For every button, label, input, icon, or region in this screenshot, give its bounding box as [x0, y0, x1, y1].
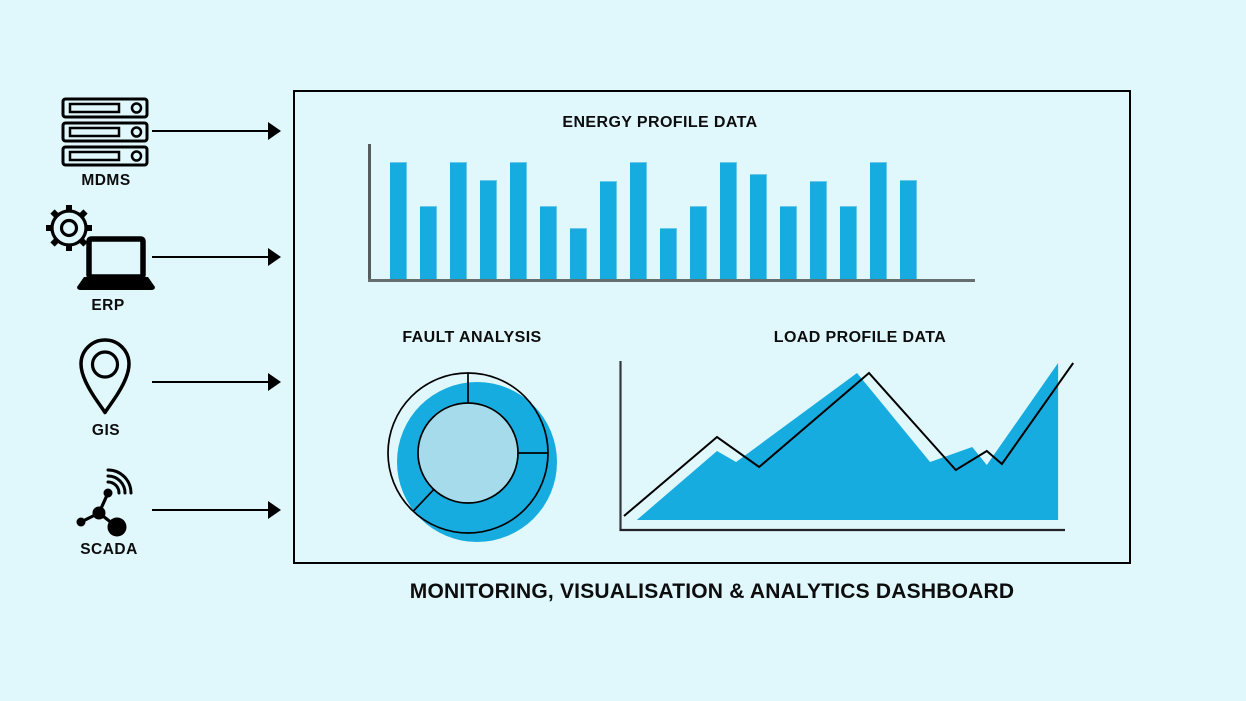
load-area [636, 363, 1059, 520]
fault-analysis-chart-title: FAULT ANALYSIS [402, 329, 542, 346]
dashboard-panel [293, 90, 1131, 564]
bar [420, 206, 437, 279]
energy-profile-bar-chart [368, 144, 975, 282]
bar [780, 206, 797, 279]
load-profile-chart-title: LOAD PROFILE DATA [773, 329, 947, 346]
bar [540, 206, 557, 279]
load-profile-area-chart [619, 361, 1075, 532]
bar [450, 162, 467, 279]
bar [900, 180, 917, 279]
network-signal-icon [76, 468, 133, 537]
arrow-scada-to-dashboard [152, 501, 281, 519]
arrow-shaft [152, 129, 270, 133]
arrow-head-icon [268, 373, 281, 391]
bar [630, 162, 647, 279]
bar [750, 174, 767, 279]
gear-laptop-icon [46, 205, 155, 290]
bar-row [390, 162, 917, 279]
bar [690, 206, 707, 279]
arrow-gis-to-dashboard [152, 373, 281, 391]
load-line [623, 362, 1075, 517]
bar [570, 228, 587, 279]
bar [600, 181, 617, 279]
map-pin-icon [79, 338, 131, 415]
arrow-shaft [152, 380, 270, 384]
arrow-head-icon [268, 501, 281, 519]
bar [720, 162, 737, 279]
bar [810, 181, 827, 279]
bar [510, 162, 527, 279]
bar [840, 206, 857, 279]
donut-segment-divider [412, 488, 435, 512]
arrow-shaft [152, 508, 270, 512]
bar [390, 162, 407, 279]
source-label-scada: SCADA [80, 541, 138, 558]
bar [870, 162, 887, 279]
source-label-erp: ERP [91, 297, 125, 314]
source-label-mdms: MDMS [81, 172, 131, 189]
arrow-head-icon [268, 122, 281, 140]
fault-analysis-donut-chart [387, 372, 557, 542]
bar [480, 180, 497, 279]
donut-inner-circle [417, 402, 519, 504]
energy-profile-chart-title: ENERGY PROFILE DATA [562, 114, 758, 131]
arrow-mdms-to-dashboard [152, 122, 281, 140]
bar-chart-y-axis [368, 144, 371, 282]
arrow-erp-to-dashboard [152, 248, 281, 266]
source-label-gis: GIS [91, 422, 121, 439]
server-stack-icon [61, 97, 149, 167]
dashboard-title: MONITORING, VISUALISATION & ANALYTICS DA… [409, 580, 1015, 603]
arrow-head-icon [268, 248, 281, 266]
arrow-shaft [152, 255, 270, 259]
bar [660, 228, 677, 279]
bar-chart-x-axis [368, 279, 975, 282]
